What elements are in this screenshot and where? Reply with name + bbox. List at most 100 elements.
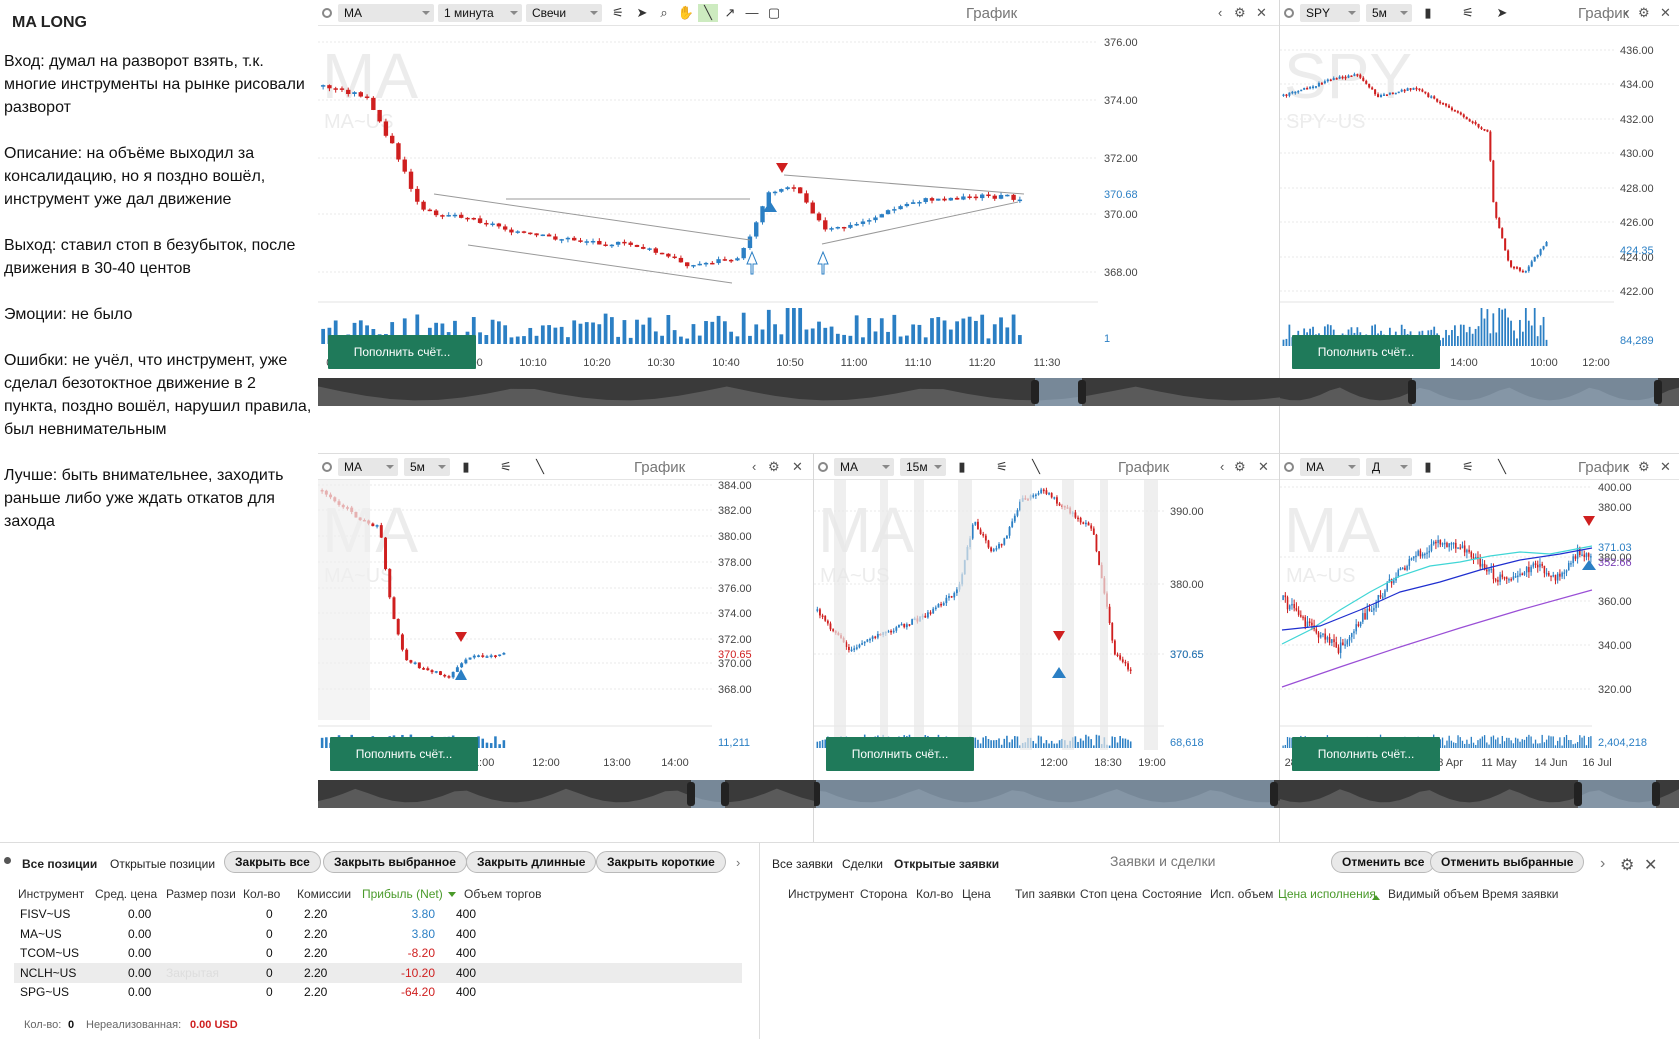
- cell-instrument[interactable]: TCOM~US: [20, 946, 80, 960]
- orders-col-1[interactable]: Сторона: [860, 887, 908, 901]
- tab-open-orders[interactable]: Открытые заявки: [894, 857, 1000, 871]
- candles-icon[interactable]: ▮: [1424, 5, 1432, 20]
- close-icon[interactable]: ✕: [1660, 459, 1671, 474]
- collapse-icon[interactable]: ‹: [752, 459, 757, 474]
- orders-col-7[interactable]: Исп. объем: [1210, 887, 1274, 901]
- price-chart[interactable]: 384.00 382.00 380.00 378.00 376.00 374.00 372.…: [318, 480, 814, 843]
- col-fees[interactable]: Комиссии: [297, 887, 352, 901]
- line-tool-icon[interactable]: ╲: [1498, 459, 1506, 474]
- close-icon[interactable]: ✕: [792, 459, 803, 474]
- interval-select[interactable]: 5м: [1366, 4, 1412, 22]
- collapse-icon[interactable]: ‹: [1218, 5, 1223, 20]
- orders-col-5[interactable]: Стоп цена: [1080, 887, 1138, 901]
- settings-icon[interactable]: ⚙: [1638, 5, 1650, 20]
- orders-col-0[interactable]: Инструмент: [788, 887, 855, 901]
- cancel-all-button[interactable]: Отменить все: [1331, 851, 1436, 873]
- link-icon[interactable]: [322, 8, 332, 18]
- cursor-icon[interactable]: ➤: [1496, 5, 1508, 20]
- close-long-button[interactable]: Закрыть длинные: [466, 851, 597, 873]
- interval-select[interactable]: 5м: [404, 458, 450, 476]
- tab-open-positions[interactable]: Открытые позиции: [110, 857, 216, 871]
- zoom-icon[interactable]: ⌕: [660, 5, 668, 20]
- cell-instrument[interactable]: SPG~US: [20, 985, 70, 999]
- arrow-tool-icon[interactable]: ↗: [724, 5, 736, 20]
- close-icon[interactable]: ✕: [1258, 459, 1269, 474]
- fund-account-button[interactable]: Пополнить счёт...: [328, 335, 476, 369]
- candles-icon[interactable]: ▮: [462, 459, 470, 474]
- price-chart[interactable]: 436.00 434.00 432.00 430.00 428.00 426.00 424.…: [1280, 26, 1679, 453]
- indicator-icon[interactable]: ⚟: [612, 5, 624, 20]
- close-selected-button[interactable]: Закрыть выбранное: [323, 851, 467, 873]
- settings-icon[interactable]: ⚙: [768, 459, 780, 474]
- cursor-icon[interactable]: ➤: [636, 5, 648, 20]
- close-short-button[interactable]: Закрыть короткие: [596, 851, 726, 873]
- orders-col-6[interactable]: Состояние: [1142, 887, 1202, 901]
- indicator-icon[interactable]: ⚟: [500, 459, 512, 474]
- settings-icon[interactable]: ⚙: [1620, 857, 1635, 874]
- rect-tool-icon[interactable]: ▢: [767, 5, 781, 20]
- orders-col-3[interactable]: Цена: [962, 887, 991, 901]
- col-position-size[interactable]: Размер пози: [166, 887, 236, 901]
- col-instrument[interactable]: Инструмент: [18, 887, 85, 901]
- tab-all-positions[interactable]: Все позиции: [22, 857, 98, 871]
- interval-select[interactable]: 15м: [900, 458, 946, 476]
- tab-trades[interactable]: Сделки: [842, 857, 883, 871]
- col-trade-volume[interactable]: Объем торгов: [464, 887, 542, 901]
- price-chart[interactable]: 390.00380.00370.65MAMA~US68,618370.6512:…: [814, 480, 1280, 843]
- line-tool-icon[interactable]: ╲: [536, 459, 544, 474]
- col-avg-price[interactable]: Сред. цена: [95, 887, 158, 901]
- fund-account-button[interactable]: Пополнить счёт...: [1292, 737, 1440, 771]
- more-icon[interactable]: ›: [1600, 855, 1606, 872]
- settings-icon[interactable]: ⚙: [1234, 5, 1246, 20]
- candles-icon[interactable]: ▮: [1424, 459, 1432, 474]
- symbol-select[interactable]: MA: [338, 458, 398, 476]
- orders-col-9[interactable]: Видимый объем: [1388, 887, 1479, 901]
- link-icon[interactable]: [818, 462, 828, 472]
- collapse-icon[interactable]: ‹: [1220, 459, 1225, 474]
- collapse-icon[interactable]: ‹: [1624, 5, 1629, 20]
- line-tool-icon[interactable]: ╲: [698, 4, 718, 22]
- chart-type-select[interactable]: Свечи: [526, 4, 602, 22]
- symbol-select[interactable]: MA: [338, 4, 434, 22]
- symbol-select[interactable]: SPY: [1300, 4, 1360, 22]
- cancel-selected-button[interactable]: Отменить выбранные: [1430, 851, 1585, 873]
- hline-tool-icon[interactable]: —: [745, 5, 759, 20]
- cell-instrument[interactable]: FISV~US: [20, 907, 71, 921]
- close-icon[interactable]: ✕: [1660, 5, 1671, 20]
- orders-col-2[interactable]: Кол-во: [916, 887, 954, 901]
- collapse-icon[interactable]: ‹: [1624, 459, 1629, 474]
- orders-col-10[interactable]: Время заявки: [1482, 887, 1559, 901]
- positions-link-icon[interactable]: [4, 857, 11, 864]
- col-qty[interactable]: Кол-во: [243, 887, 281, 901]
- tab-all-orders[interactable]: Все заявки: [772, 857, 834, 871]
- close-all-button[interactable]: Закрыть все: [224, 851, 321, 873]
- symbol-select[interactable]: MA: [1300, 458, 1360, 476]
- fund-account-button[interactable]: Пополнить счёт...: [330, 737, 478, 771]
- cell-instrument[interactable]: MA~US: [20, 926, 62, 941]
- settings-icon[interactable]: ⚙: [1638, 459, 1650, 474]
- col-profit-net[interactable]: Прибыль (Net): [362, 887, 443, 901]
- orders-col-8[interactable]: Цена исполнения: [1278, 887, 1376, 901]
- interval-select[interactable]: 1 минута: [438, 4, 522, 22]
- indicator-icon[interactable]: ⚟: [1462, 459, 1474, 474]
- symbol-select[interactable]: MA: [834, 458, 894, 476]
- candles-icon[interactable]: ▮: [958, 459, 966, 474]
- fund-account-button[interactable]: Пополнить счёт...: [1292, 335, 1440, 369]
- close-icon[interactable]: ✕: [1256, 5, 1267, 20]
- interval-select[interactable]: Д: [1366, 458, 1412, 476]
- fund-account-button[interactable]: Пополнить счёт...: [826, 737, 974, 771]
- more-icon[interactable]: ›: [736, 855, 741, 870]
- link-icon[interactable]: [322, 462, 332, 472]
- line-tool-icon[interactable]: ╲: [1032, 459, 1040, 474]
- indicator-icon[interactable]: ⚟: [1462, 5, 1474, 20]
- close-icon[interactable]: ✕: [1644, 857, 1658, 874]
- link-icon[interactable]: [1284, 462, 1294, 472]
- link-icon[interactable]: [1284, 8, 1294, 18]
- settings-icon[interactable]: ⚙: [1234, 459, 1246, 474]
- hand-icon[interactable]: ✋: [677, 5, 695, 20]
- cell-instrument[interactable]: NCLH~US: [20, 965, 77, 980]
- indicator-icon[interactable]: ⚟: [996, 459, 1008, 474]
- orders-col-4[interactable]: Тип заявки: [1015, 887, 1076, 901]
